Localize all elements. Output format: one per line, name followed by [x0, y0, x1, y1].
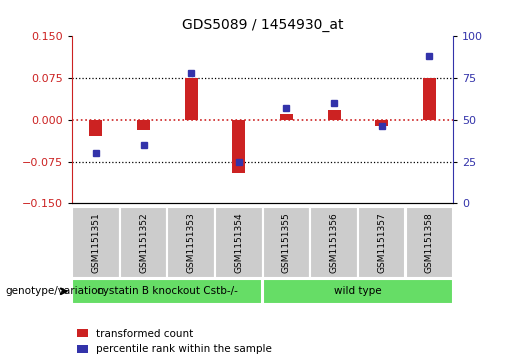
Text: GSM1151354: GSM1151354 — [234, 213, 243, 273]
Bar — [311, 207, 358, 278]
Text: GSM1151353: GSM1151353 — [187, 213, 196, 273]
Text: wild type: wild type — [334, 286, 382, 296]
Text: GSM1151357: GSM1151357 — [377, 213, 386, 273]
Bar — [280, 114, 293, 120]
Title: GDS5089 / 1454930_at: GDS5089 / 1454930_at — [182, 19, 344, 33]
Text: GSM1151356: GSM1151356 — [330, 213, 338, 273]
Bar — [263, 207, 310, 278]
Bar — [215, 207, 263, 278]
Bar — [72, 278, 263, 304]
Text: GSM1151358: GSM1151358 — [425, 213, 434, 273]
Bar — [137, 120, 150, 130]
Bar — [120, 207, 167, 278]
Bar — [232, 120, 245, 173]
Bar — [358, 207, 405, 278]
Bar — [375, 120, 388, 126]
Text: cystatin B knockout Cstb-/-: cystatin B knockout Cstb-/- — [97, 286, 238, 296]
Bar — [72, 207, 119, 278]
Bar — [185, 78, 198, 120]
Bar — [406, 207, 453, 278]
Bar — [328, 110, 340, 120]
Bar — [167, 207, 215, 278]
Bar — [90, 120, 102, 136]
Text: GSM1151351: GSM1151351 — [92, 213, 100, 273]
Bar — [423, 78, 436, 120]
Legend: transformed count, percentile rank within the sample: transformed count, percentile rank withi… — [77, 329, 272, 354]
Text: GSM1151352: GSM1151352 — [139, 213, 148, 273]
Text: genotype/variation: genotype/variation — [5, 286, 104, 297]
Bar — [263, 278, 453, 304]
Text: GSM1151355: GSM1151355 — [282, 213, 291, 273]
